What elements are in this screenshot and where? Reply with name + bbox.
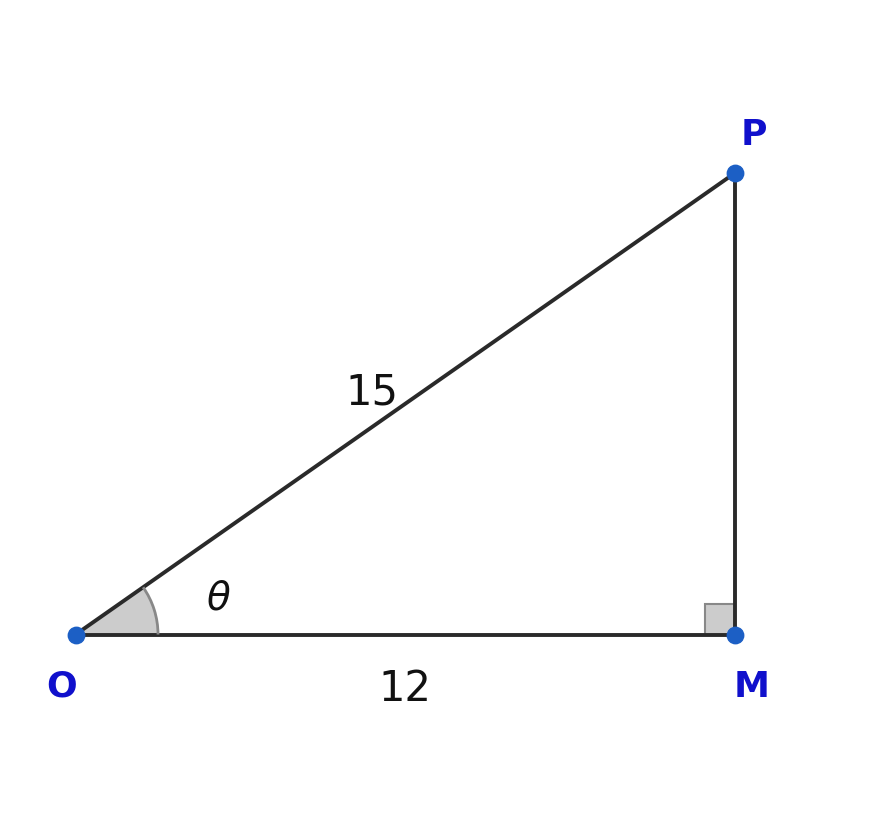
- Point: [728, 628, 742, 641]
- Text: P: P: [741, 118, 767, 151]
- Polygon shape: [705, 604, 735, 634]
- Point: [69, 628, 83, 641]
- Text: M: M: [733, 670, 769, 704]
- Text: 12: 12: [379, 668, 432, 711]
- Text: 15: 15: [346, 372, 399, 414]
- Text: O: O: [46, 670, 78, 704]
- Text: θ: θ: [206, 580, 230, 618]
- Wedge shape: [76, 587, 158, 634]
- Point: [728, 167, 742, 180]
